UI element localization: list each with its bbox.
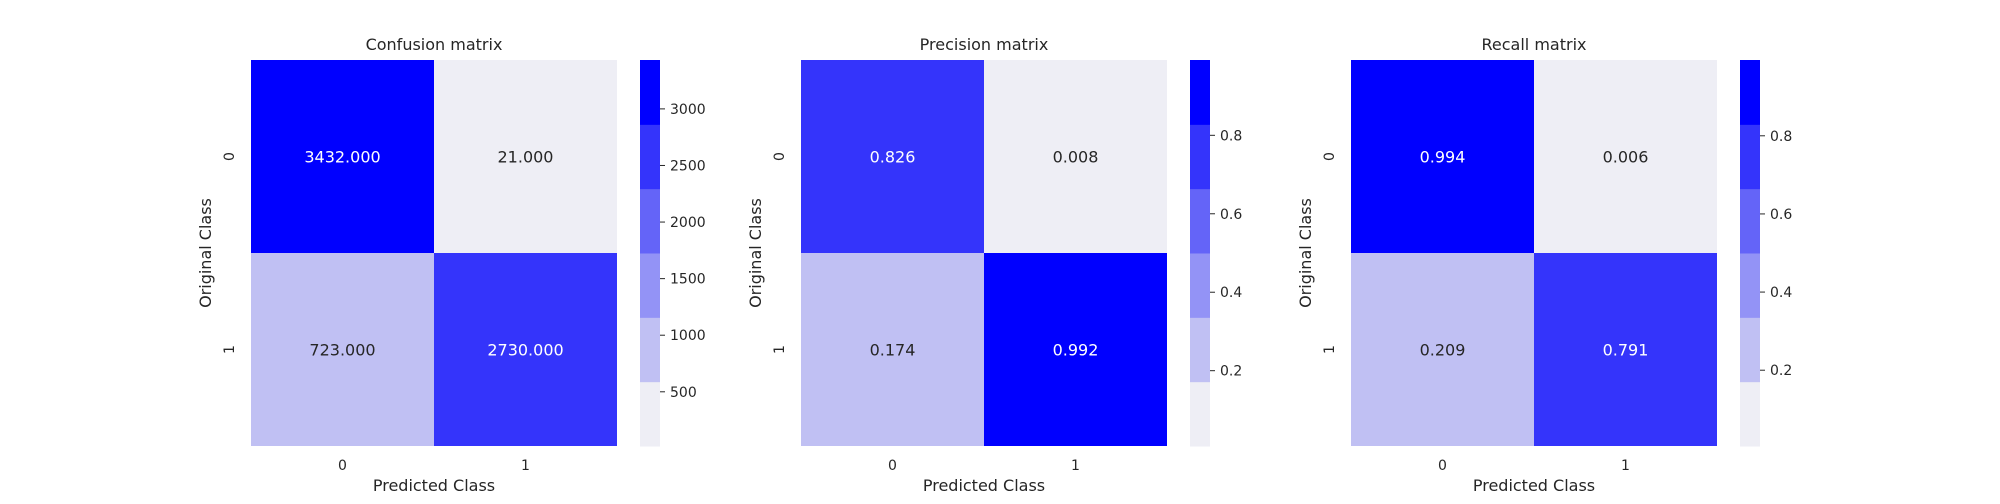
cell-value-label: 0.992 — [1053, 341, 1099, 360]
y-tick-label: 1 — [772, 345, 788, 354]
colorbar-bin — [640, 188, 660, 254]
cell-value-label: 3432.000 — [304, 148, 380, 167]
cell-value-label: 0.994 — [1420, 148, 1466, 167]
heatmap-panel-2: Recall matrix 0.994 0.006 0.209 0.791 0 1 0 1 Pre… — [1296, 35, 1792, 495]
colorbar-tick-label: 0.2 — [1220, 364, 1242, 380]
colorbar-tick-label: 0.2 — [1770, 363, 1792, 379]
cell-value-label: 2730.000 — [487, 341, 563, 360]
colorbar-bin — [1190, 253, 1210, 318]
chart-title: Recall matrix — [1482, 35, 1587, 54]
colorbar: 0.2 0.4 0.6 0.8 — [1740, 60, 1792, 447]
cell-value-label: 0.826 — [870, 148, 916, 167]
colorbar-bin — [640, 317, 660, 383]
chart-title: Confusion matrix — [366, 35, 503, 54]
colorbar-tick-label: 0.4 — [1770, 285, 1792, 301]
cell-value-label: 0.174 — [870, 341, 916, 360]
y-tick-label: 0 — [772, 152, 788, 161]
colorbar-tick-label: 0.4 — [1220, 285, 1242, 301]
heatmap-cell — [434, 60, 617, 253]
x-tick-label: 1 — [521, 458, 530, 474]
heatmap-panel-0: Confusion matrix 3432.000 21.000 723.000 273… — [196, 35, 706, 495]
y-tick-label: 1 — [1322, 345, 1338, 354]
colorbar-tick-label: 1000 — [670, 328, 706, 344]
heatmap-panel-1: Precision matrix 0.826 0.008 0.174 0.992 0 1 0 1… — [746, 35, 1242, 495]
colorbar-bin — [1740, 60, 1760, 125]
colorbar: 0.2 0.4 0.6 0.8 — [1190, 60, 1242, 447]
y-tick-label: 1 — [222, 345, 238, 354]
colorbar-bin — [1740, 188, 1760, 254]
y-axis-label: Original Class — [746, 198, 765, 308]
x-tick-label: 0 — [338, 458, 347, 474]
colorbar-bin — [1190, 317, 1210, 383]
chart-title: Precision matrix — [920, 35, 1049, 54]
colorbar-bin — [1190, 124, 1210, 190]
heatmap-cell — [251, 253, 434, 446]
heatmap-cell — [1534, 60, 1717, 253]
y-axis-label: Original Class — [1296, 198, 1315, 308]
colorbar-bin — [1740, 253, 1760, 318]
cell-value-label: 0.209 — [1420, 341, 1466, 360]
colorbar-bin — [640, 381, 660, 447]
y-tick-label: 0 — [222, 152, 238, 161]
colorbar-tick-label: 1500 — [670, 272, 706, 288]
heatmap-cell — [434, 253, 617, 446]
heatmap-cell — [984, 60, 1167, 253]
cell-value-label: 0.008 — [1053, 148, 1099, 167]
colorbar-bin — [640, 253, 660, 318]
colorbar-tick-label: 2500 — [670, 158, 706, 174]
colorbar-tick-label: 0.6 — [1220, 207, 1242, 223]
x-tick-label: 0 — [888, 458, 897, 474]
colorbar: 500 1000 1500 2000 2500 3000 — [640, 60, 706, 447]
colorbar-bin — [1740, 317, 1760, 383]
heatmap-cell — [1534, 253, 1717, 446]
colorbar-bin — [1190, 188, 1210, 254]
heatmap-cell — [984, 253, 1167, 446]
cell-value-label: 0.791 — [1603, 341, 1649, 360]
x-tick-label: 1 — [1621, 458, 1630, 474]
y-tick-label: 0 — [1322, 152, 1338, 161]
colorbar-tick-label: 500 — [670, 385, 697, 401]
y-axis-label: Original Class — [196, 198, 215, 308]
heatmap-cell — [801, 60, 984, 253]
colorbar-tick-label: 3000 — [670, 102, 706, 118]
heatmap-cell — [251, 60, 434, 253]
heatmap-cell — [1351, 253, 1534, 446]
colorbar-tick-label: 2000 — [670, 215, 706, 231]
cell-value-label: 21.000 — [498, 148, 554, 167]
colorbar-tick-label: 0.8 — [1220, 128, 1242, 144]
heatmap-cell — [1351, 60, 1534, 253]
colorbar-bin — [1740, 381, 1760, 447]
x-axis-label: Predicted Class — [1473, 476, 1595, 495]
colorbar-bin — [1740, 124, 1760, 190]
colorbar-tick-label: 0.8 — [1770, 129, 1792, 145]
x-axis-label: Predicted Class — [373, 476, 495, 495]
colorbar-tick-label: 0.6 — [1770, 207, 1792, 223]
colorbar-bin — [640, 124, 660, 190]
cell-value-label: 0.006 — [1603, 148, 1649, 167]
colorbar-bin — [640, 60, 660, 125]
x-tick-label: 0 — [1438, 458, 1447, 474]
cell-value-label: 723.000 — [309, 341, 375, 360]
colorbar-bin — [1190, 60, 1210, 125]
heatmap-cell — [801, 253, 984, 446]
x-tick-label: 1 — [1071, 458, 1080, 474]
colorbar-bin — [1190, 381, 1210, 447]
x-axis-label: Predicted Class — [923, 476, 1045, 495]
